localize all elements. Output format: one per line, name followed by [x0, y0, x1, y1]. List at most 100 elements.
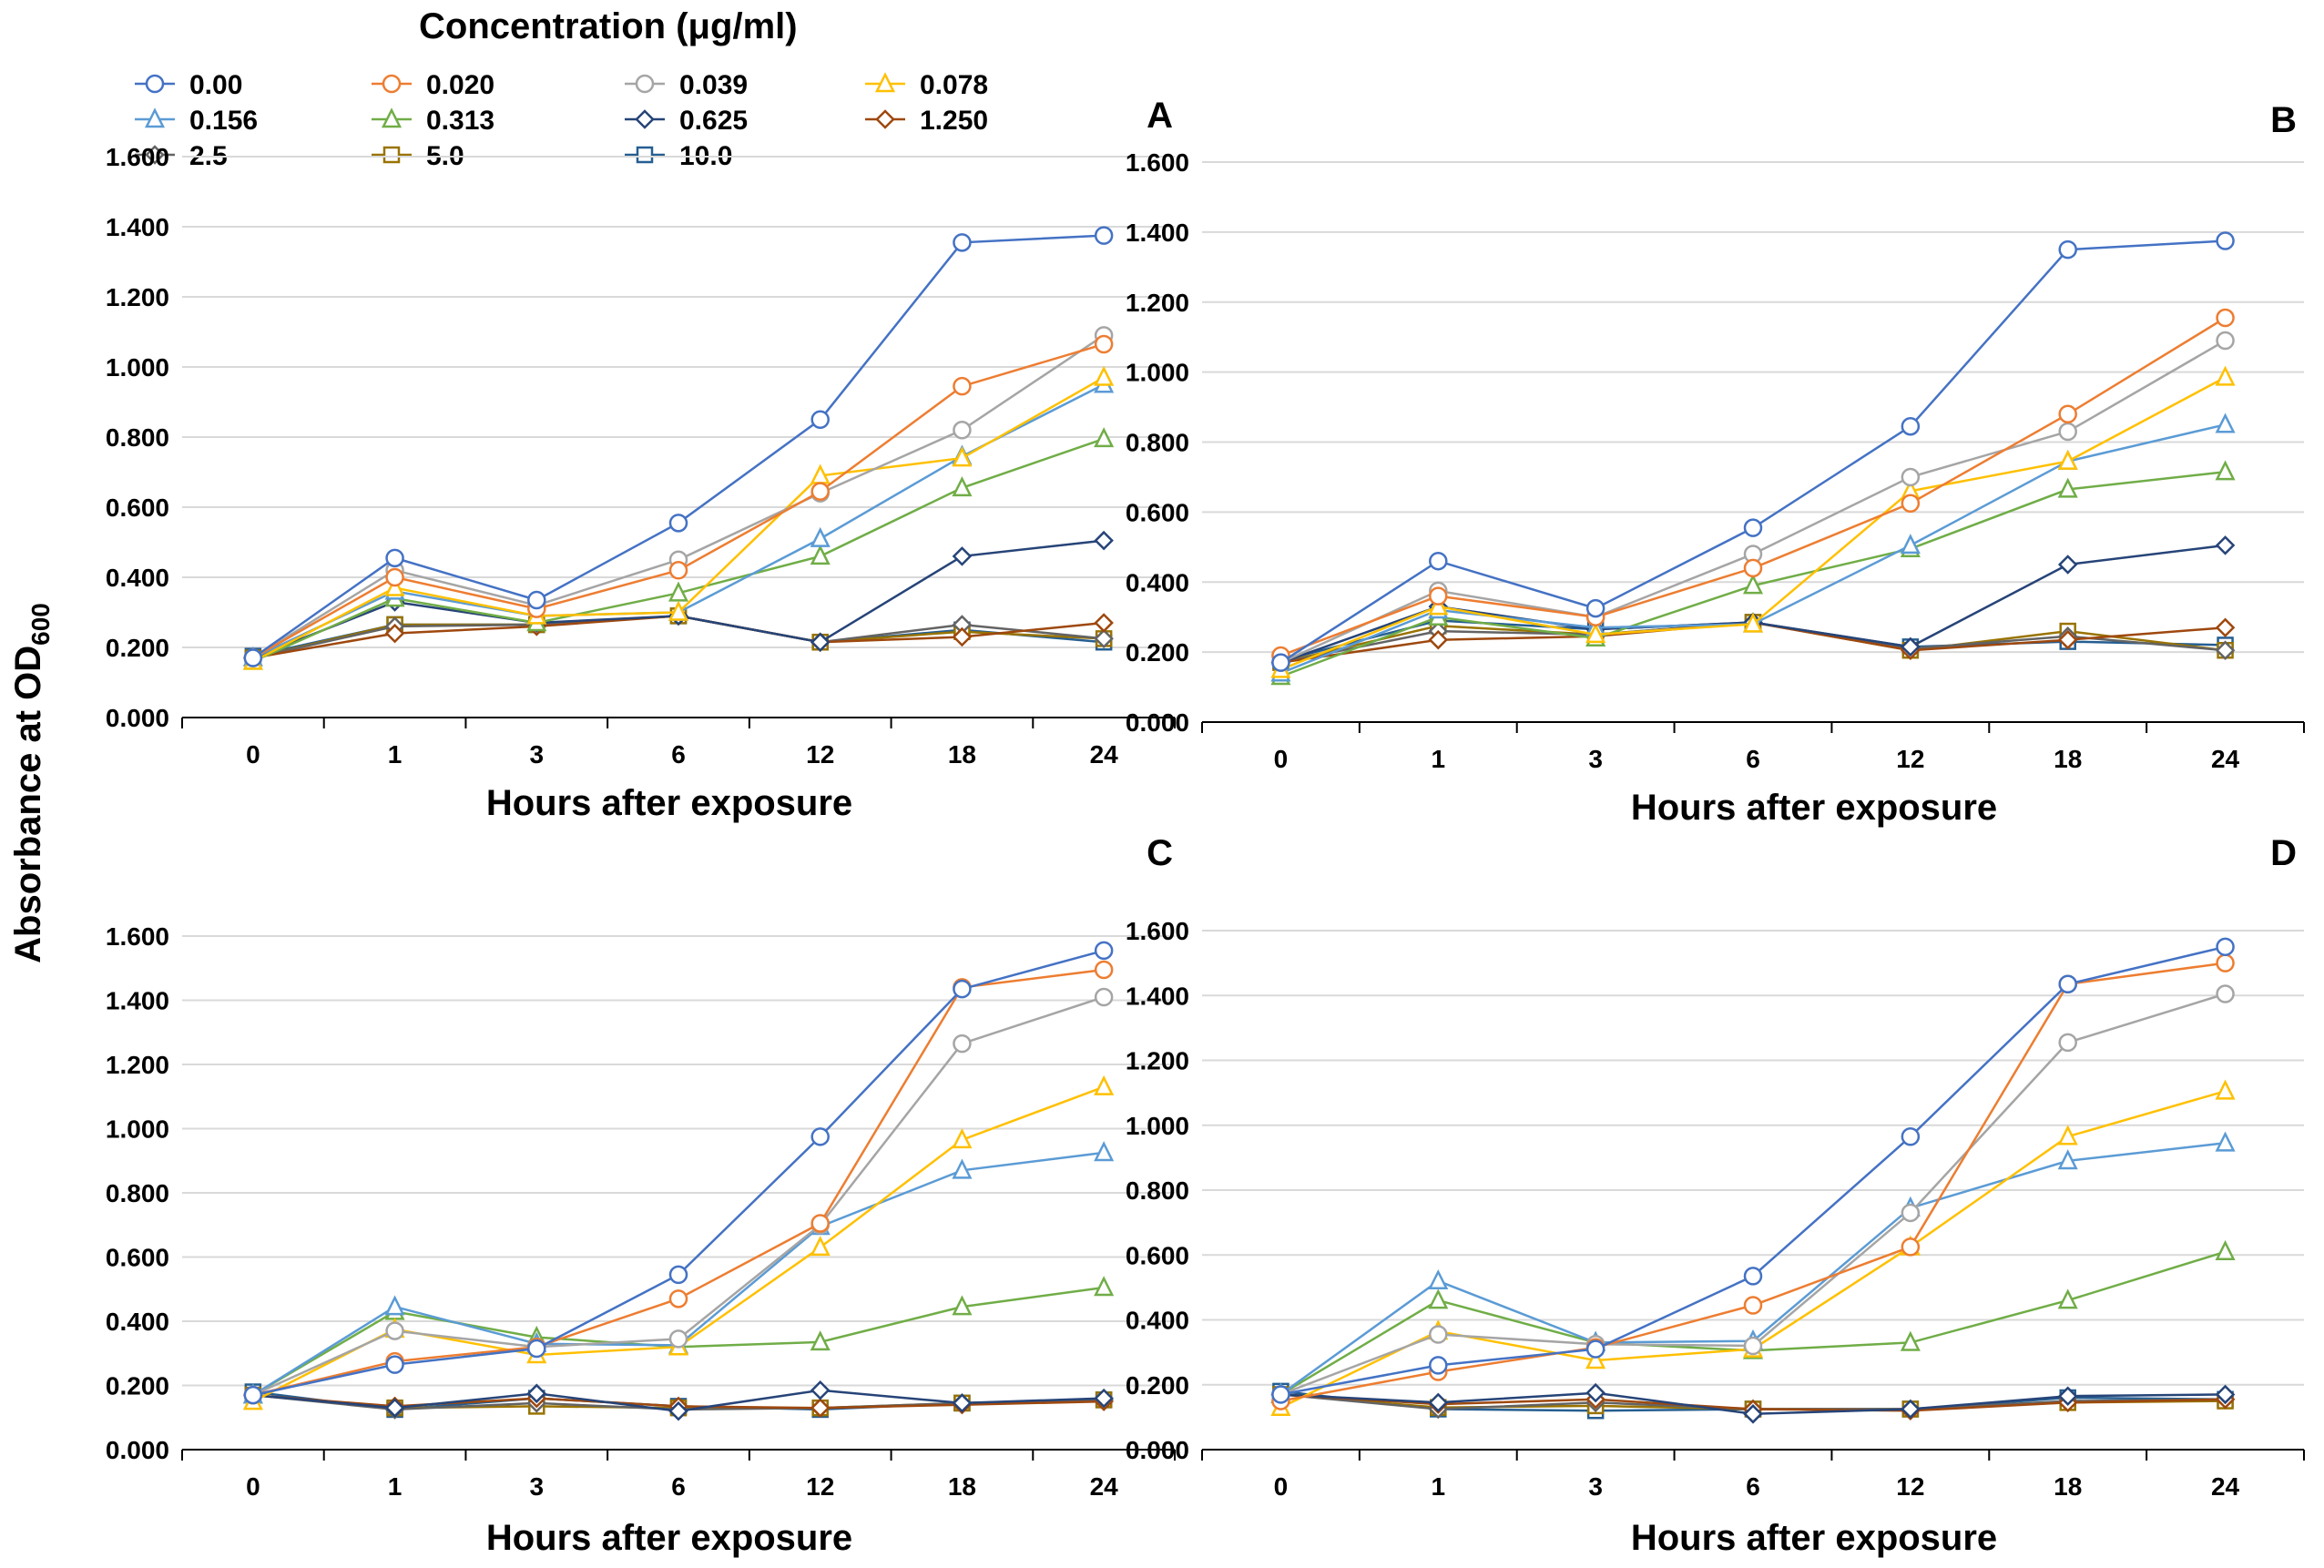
- data-point: [2058, 1033, 2077, 1053]
- data-point: [2215, 412, 2236, 433]
- data-point: [2215, 1131, 2236, 1152]
- series-0.00: [1271, 937, 2235, 1404]
- y-tick-label: 1.400: [106, 213, 169, 241]
- data-point: [1743, 518, 1763, 537]
- data-point: [952, 1393, 973, 1413]
- legend-label: 0.078: [920, 70, 988, 100]
- data-point: [1901, 1399, 1921, 1420]
- data-point: [1428, 1288, 1449, 1309]
- data-point: [2057, 629, 2078, 650]
- x-tick-label: 12: [1896, 1472, 1924, 1501]
- legend-label: 0.039: [679, 70, 748, 100]
- y-tick-label: 0.600: [106, 494, 169, 522]
- legend-item: 0.156: [135, 106, 258, 136]
- y-tick-label: 0.600: [1126, 1241, 1189, 1269]
- x-tick-label: 24: [1090, 1472, 1119, 1501]
- data-point: [1429, 586, 1448, 606]
- legend: Concentration (μg/ml) 0.00 0.020 0.039 0.07…: [135, 6, 988, 171]
- x-tick-label: 6: [1746, 1472, 1760, 1501]
- y-tick-label: 0.400: [1126, 1307, 1189, 1335]
- y-tick-label: 0.400: [1126, 568, 1189, 596]
- series-0.625: [243, 1380, 1114, 1421]
- data-point: [1743, 1267, 1763, 1286]
- data-point: [526, 1383, 547, 1404]
- y-tick-label: 0.600: [106, 1244, 169, 1272]
- x-axis-title: Hours after exposure: [1631, 1518, 1997, 1558]
- data-point: [1094, 628, 1114, 649]
- panel-label: D: [2270, 833, 2297, 873]
- y-tick-label: 0.200: [1126, 638, 1189, 667]
- data-point: [1901, 467, 1921, 487]
- data-point: [1743, 1404, 1763, 1424]
- y-tick-label: 1.200: [106, 283, 169, 311]
- series-line: [252, 949, 1105, 1397]
- x-tick-label: 1: [1431, 1472, 1445, 1501]
- data-point: [1742, 612, 1764, 633]
- legend-label: 0.313: [426, 106, 494, 136]
- y-tick-label: 0.000: [1126, 708, 1189, 737]
- x-tick-label: 1: [388, 1472, 403, 1501]
- data-point: [1742, 574, 1764, 595]
- data-point: [527, 590, 546, 610]
- series-0.313: [1270, 1239, 2236, 1403]
- data-point: [1094, 987, 1114, 1007]
- y-tick-label: 1.600: [1126, 917, 1189, 945]
- y-tick-label: 1.600: [1126, 148, 1189, 177]
- data-point: [810, 1236, 831, 1257]
- x-axis-title: Hours after exposure: [486, 783, 852, 823]
- x-tick-label: 18: [2054, 745, 2082, 773]
- y-tick-label: 1.600: [106, 143, 169, 171]
- data-point: [2215, 535, 2236, 555]
- data-point: [952, 476, 973, 497]
- data-point: [527, 1339, 546, 1359]
- data-point: [2057, 1288, 2078, 1309]
- data-point: [1585, 1382, 1605, 1403]
- series-0.00: [243, 226, 1114, 667]
- legend-marker: [145, 145, 165, 165]
- data-point: [810, 1127, 830, 1146]
- data-point: [1743, 1296, 1763, 1315]
- legend-item: 0.00: [135, 70, 242, 100]
- data-point: [2057, 1386, 2078, 1406]
- legend-item: 1.250: [865, 106, 988, 136]
- x-tick-label: 24: [1090, 740, 1119, 769]
- panel-label: B: [2270, 100, 2297, 140]
- panel-label: C: [1147, 833, 1173, 873]
- x-tick-label: 3: [529, 740, 544, 769]
- data-point: [668, 1400, 688, 1421]
- x-tick-label: 24: [2211, 745, 2240, 773]
- series-0.039: [1271, 984, 2235, 1404]
- x-tick-label: 24: [2211, 1472, 2240, 1501]
- data-point: [1094, 1074, 1115, 1095]
- data-point: [1429, 1325, 1448, 1344]
- data-point: [1428, 1392, 1449, 1413]
- data-point: [1094, 365, 1115, 386]
- data-point: [1743, 558, 1763, 578]
- series-line: [1280, 945, 2226, 1396]
- legend-marker: [874, 72, 896, 93]
- y-tick-label: 1.200: [106, 1051, 169, 1079]
- data-point: [2057, 1149, 2078, 1170]
- legend-marker: [636, 146, 654, 164]
- y-axis-title-main: Absorbance at OD: [8, 646, 48, 963]
- data-point: [668, 581, 689, 602]
- y-tick-label: 1.400: [1126, 982, 1189, 1010]
- panel-B: 0.000 0.200 0.400 0.600 0.800 1.000 1.200 1.400…: [1126, 100, 2305, 828]
- series-0.00: [1271, 231, 2235, 672]
- data-point: [2216, 984, 2235, 1003]
- y-tick-label: 0.000: [106, 704, 169, 732]
- panel-C: 0.000 0.200 0.400 0.600 0.800 1.000 1.200 1.400…: [106, 833, 1176, 1558]
- data-point: [2057, 477, 2078, 498]
- legend-marker: [144, 107, 166, 128]
- data-point: [668, 1289, 688, 1308]
- x-axis-title: Hours after exposure: [486, 1518, 852, 1558]
- data-point: [385, 1321, 404, 1340]
- data-point: [384, 1398, 405, 1418]
- legend-label: 1.250: [920, 106, 988, 136]
- data-point: [1094, 1141, 1115, 1162]
- legend-marker: [382, 146, 401, 164]
- data-point: [2215, 365, 2236, 386]
- data-point: [2058, 974, 2077, 994]
- data-point: [385, 1355, 404, 1374]
